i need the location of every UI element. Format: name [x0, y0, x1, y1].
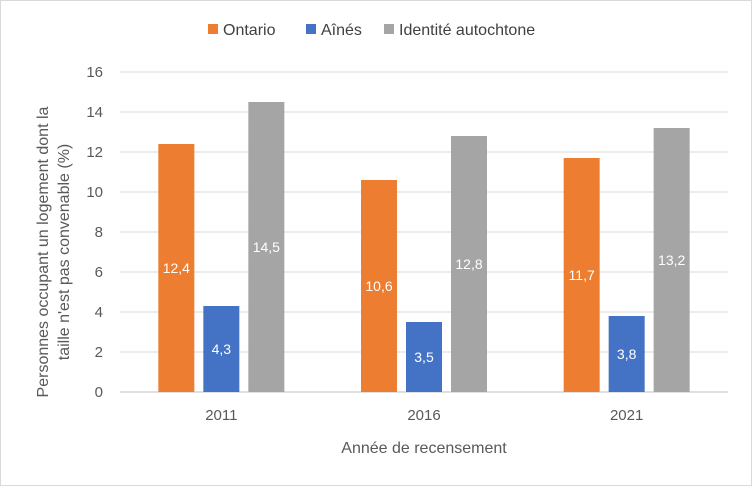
data-label: 12,4 — [163, 260, 190, 276]
legend: Ontario Aînés Identité autochtone — [208, 22, 535, 39]
x-axis-ticks: 2011 2016 2021 — [205, 407, 643, 424]
bar-identit-autochtone-2011 — [248, 102, 285, 392]
data-label: 3,8 — [617, 346, 637, 362]
data-label: 11,7 — [569, 267, 595, 283]
y-tick-label: 0 — [95, 384, 103, 401]
y-tick-label: 6 — [95, 264, 103, 281]
data-label: 3,5 — [414, 349, 434, 365]
data-labels: 12,4 4,3 14,5 10,6 3,5 12,8 11,7 3,8 13,2 — [163, 239, 686, 365]
bar-ontario-2016 — [361, 180, 397, 392]
data-label: 12,8 — [455, 256, 482, 272]
y-tick-label: 12 — [86, 144, 103, 161]
legend-swatch — [208, 24, 218, 34]
y-tick-label: 14 — [86, 104, 103, 121]
data-label: 10,6 — [365, 278, 392, 294]
x-tick-label: 2016 — [407, 407, 440, 424]
y-axis-ticks: 0 2 4 6 8 10 12 14 16 — [86, 64, 103, 401]
legend-label: Ontario — [223, 22, 276, 39]
y-tick-label: 16 — [86, 64, 103, 81]
y-axis-title-line-1: Personnes occupant un logement dont la — [35, 106, 52, 397]
y-tick-label: 10 — [86, 184, 103, 201]
legend-label: Aînés — [321, 22, 362, 39]
y-tick-label: 8 — [95, 224, 103, 241]
bar-ontario-2021 — [563, 158, 600, 392]
x-tick-label: 2021 — [610, 407, 643, 424]
legend-swatch — [384, 24, 394, 34]
bar-a-n-s-2016 — [406, 322, 442, 392]
y-tick-label: 4 — [95, 304, 103, 321]
bar-ontario-2011 — [158, 144, 195, 392]
x-axis-title: Année de recensement — [341, 440, 507, 457]
legend-swatch — [306, 24, 316, 34]
y-axis-title-line-2: taille n'est pas convenable (%) — [56, 144, 73, 361]
bars — [158, 102, 690, 392]
bar-a-n-s-2011 — [203, 306, 240, 392]
bar-identit-autochtone-2021 — [653, 128, 690, 392]
x-tick-label: 2011 — [205, 407, 237, 424]
data-label: 14,5 — [253, 239, 280, 255]
data-label: 4,3 — [212, 341, 232, 357]
legend-label: Identité autochtone — [399, 22, 535, 39]
data-label: 13,2 — [658, 252, 685, 268]
bar-a-n-s-2021 — [608, 316, 645, 392]
bar-identit-autochtone-2016 — [451, 136, 487, 392]
y-tick-label: 2 — [95, 344, 103, 361]
